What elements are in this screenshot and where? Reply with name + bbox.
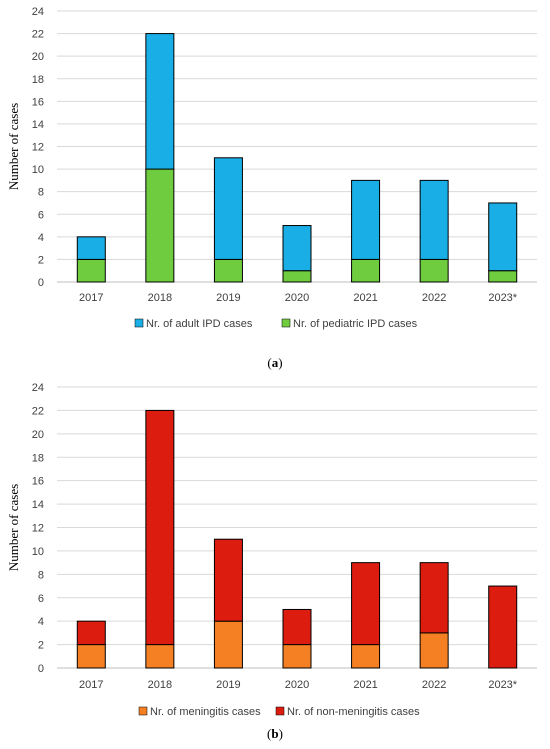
y-tick-label: 2 (38, 254, 44, 266)
y-axis-label: Number of cases (6, 484, 21, 571)
bar-segment (282, 270, 312, 283)
panel-caption: (a) (267, 355, 282, 370)
y-tick-label: 12 (32, 523, 44, 535)
y-tick-label: 20 (32, 51, 44, 63)
y-tick-label: 18 (32, 452, 44, 464)
y-tick-label: 10 (32, 164, 44, 176)
y-tick-label: 8 (38, 187, 44, 199)
x-tick-label: 2020 (285, 679, 309, 691)
bar-segment (419, 258, 449, 283)
bar-segment (213, 620, 243, 669)
bar-segment (419, 179, 449, 260)
legend-swatch (134, 318, 144, 328)
legend-label: Nr. of adult IPD cases (146, 318, 253, 330)
bar-segment (145, 33, 175, 170)
y-tick-label: 8 (38, 569, 44, 581)
y-tick-label: 0 (38, 663, 44, 675)
y-tick-label: 22 (32, 29, 44, 41)
x-tick-label: 2017 (79, 679, 103, 691)
bar-segment (351, 179, 381, 260)
bar-segment (351, 258, 381, 283)
bar-segment (419, 632, 449, 669)
legend-label: Nr. of non-meningitis cases (287, 706, 420, 718)
x-tick-label: 2017 (79, 292, 103, 304)
bar-segment (145, 168, 175, 283)
y-tick-label: 12 (32, 142, 44, 154)
bar-segment (351, 644, 381, 669)
y-tick-label: 6 (38, 209, 44, 221)
y-tick-label: 6 (38, 593, 44, 605)
bar-segment (282, 608, 312, 646)
bar-segment (488, 585, 518, 669)
y-tick-label: 14 (32, 499, 44, 511)
bar-segment (76, 258, 106, 283)
bar-segment (213, 157, 243, 260)
bar-segment (76, 644, 106, 669)
x-tick-label: 2022 (422, 292, 446, 304)
legend-label: Nr. of pediatric IPD cases (293, 318, 418, 330)
bar-segment (76, 620, 106, 646)
legend-label: Nr. of meningitis cases (150, 706, 261, 718)
x-tick-label: 2023* (488, 679, 517, 691)
legend-swatch (281, 318, 291, 328)
bar-segment (351, 562, 381, 646)
y-tick-label: 22 (32, 405, 44, 417)
x-tick-label: 2018 (148, 292, 172, 304)
y-tick-label: 14 (32, 119, 44, 131)
x-tick-label: 2020 (285, 292, 309, 304)
y-tick-label: 0 (38, 277, 44, 289)
x-tick-label: 2023* (488, 292, 517, 304)
bar-segment (488, 270, 518, 283)
bar-segment (213, 538, 243, 622)
y-tick-label: 18 (32, 74, 44, 86)
y-tick-label: 24 (32, 6, 44, 18)
bar-segment (488, 202, 518, 272)
x-tick-label: 2022 (422, 679, 446, 691)
y-tick-label: 4 (38, 616, 44, 628)
legend-swatch (275, 706, 285, 716)
x-tick-label: 2021 (353, 679, 377, 691)
y-tick-label: 10 (32, 546, 44, 558)
x-tick-label: 2019 (216, 292, 240, 304)
y-tick-label: 24 (32, 382, 44, 394)
bar-segment (145, 409, 175, 646)
y-tick-label: 16 (32, 96, 44, 108)
bar-segment (419, 562, 449, 634)
y-axis-label: Number of cases (6, 103, 21, 190)
legend-swatch (138, 706, 148, 716)
y-tick-label: 4 (38, 232, 44, 244)
y-tick-label: 20 (32, 429, 44, 441)
bar-segment (282, 225, 312, 272)
x-tick-label: 2021 (353, 292, 377, 304)
bar-segment (76, 236, 106, 260)
y-tick-label: 2 (38, 640, 44, 652)
bar-segment (282, 644, 312, 669)
bar-segment (145, 644, 175, 669)
bar-segment (213, 258, 243, 283)
x-tick-label: 2018 (148, 679, 172, 691)
y-tick-label: 16 (32, 476, 44, 488)
x-tick-label: 2019 (216, 679, 240, 691)
panel-caption: (b) (267, 726, 283, 741)
